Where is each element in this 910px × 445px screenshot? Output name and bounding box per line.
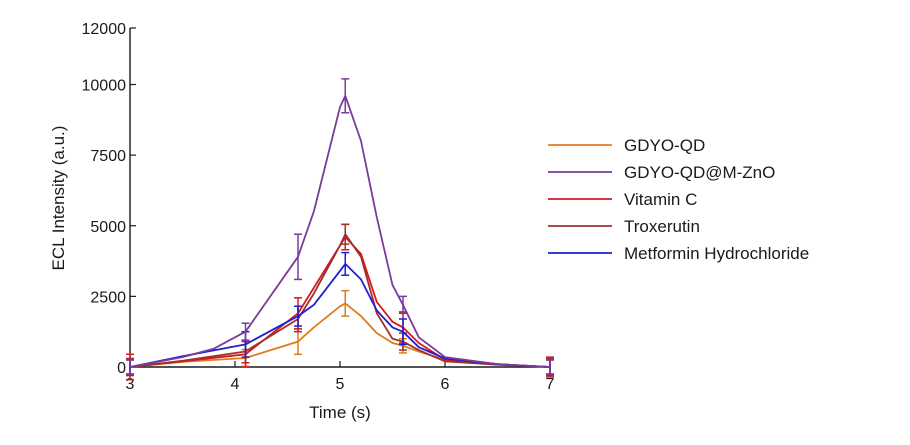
series-gdyo-qd-m-zno (126, 78, 554, 375)
series-vitamin-c (126, 223, 554, 381)
legend-item: GDYO-QD (548, 136, 705, 155)
series-line (129, 262, 551, 368)
x-tick-label: 5 (336, 376, 345, 393)
legend-label: GDYO-QD (624, 136, 705, 155)
series-layer (126, 78, 554, 381)
x-tick-label: 6 (441, 376, 450, 393)
legend-label: Troxerutin (624, 217, 700, 236)
legend-label: GDYO-QD@M-ZnO (624, 163, 775, 182)
y-tick-label: 12000 (82, 21, 127, 38)
series-line (129, 236, 551, 368)
y-axis-title: ECL Intensity (a.u.) (49, 126, 68, 271)
x-tick-label: 4 (231, 376, 240, 393)
series-line (129, 233, 551, 368)
y-tick-label: 0 (117, 360, 126, 377)
y-tick-label: 7500 (90, 148, 126, 165)
y-tick-label: 5000 (90, 219, 126, 236)
legend-item: Vitamin C (548, 190, 697, 209)
axes-layer: 3 4 5 6 7 0 2500 5000 7500 10000 12000 (82, 21, 555, 393)
x-tick-label: 7 (546, 376, 555, 393)
series-troxerutin (126, 223, 554, 377)
series-line (129, 302, 551, 368)
legend-item: GDYO-QD@M-ZnO (548, 163, 775, 182)
legend-label: Metformin Hydrochloride (624, 244, 809, 263)
legend-item: Troxerutin (548, 217, 700, 236)
series-line (129, 94, 551, 368)
legend: GDYO-QD GDYO-QD@M-ZnO Vitamin C Troxerutin M… (548, 136, 809, 263)
legend-item: Metformin Hydrochloride (548, 244, 809, 263)
x-axis-title: Time (s) (309, 403, 371, 422)
y-tick-label: 2500 (90, 289, 126, 306)
x-tick-label: 3 (126, 376, 135, 393)
legend-label: Vitamin C (624, 190, 697, 209)
y-tick-label: 10000 (82, 78, 127, 95)
